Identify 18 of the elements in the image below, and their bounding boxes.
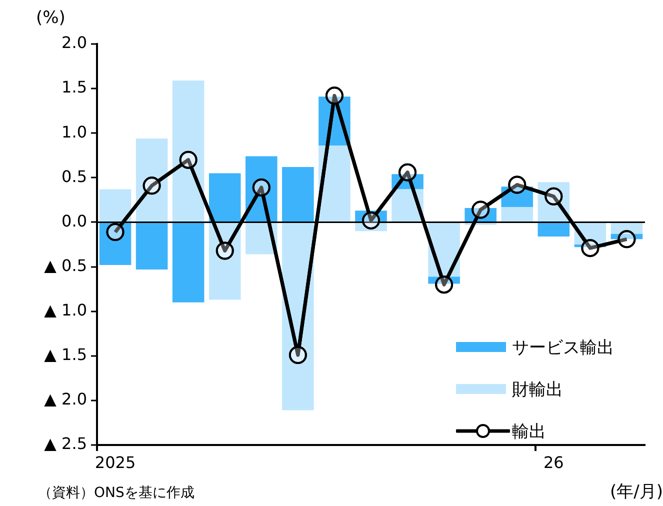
legend-label: 財輸出 [512,378,563,400]
text: （資料）ONSを基に作成 [38,484,194,502]
x-tick-label: 2025 [94,452,136,472]
y-axis-title: (%) [36,8,66,28]
legend-label: 輸出 [512,420,546,442]
y-tick-label: 0.0 [62,211,87,230]
y-tick-label: ▲ 2.5 [44,434,87,454]
y-tick-label: 2.0 [62,33,87,52]
y-tick-label: ▲ 2.0 [44,390,87,409]
y-tick-label: ▲ 0.5 [44,256,87,275]
x-tick-label: 26 [543,452,564,472]
y-tick-label: ▲ 1.5 [44,345,87,364]
y-tick-label: ▲ 1.0 [44,300,87,320]
y-tick-label: 1.0 [62,122,87,142]
y-tick-label: 0.5 [62,166,87,186]
x-axis-title: (年/月) [610,481,663,503]
legend-label: サービス輸出 [512,336,614,358]
y-tick-label: 1.5 [62,78,87,97]
